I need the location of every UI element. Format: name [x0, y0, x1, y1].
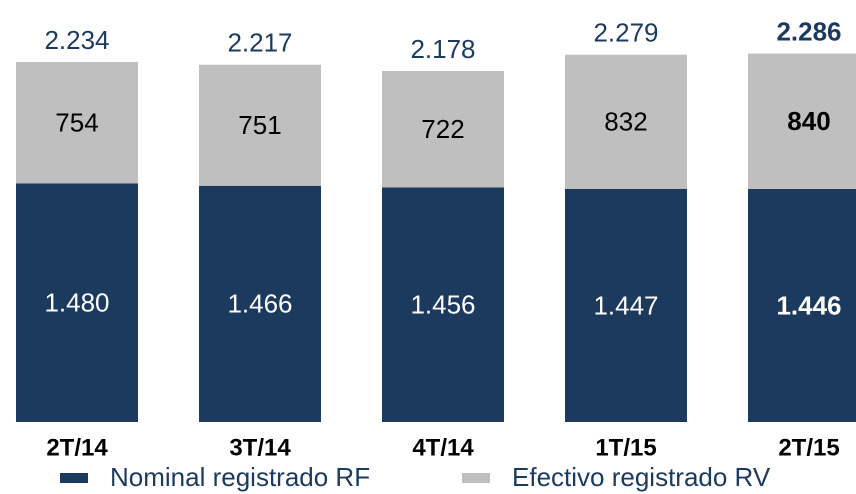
bar-segment	[748, 53, 856, 189]
value-label: 840	[787, 106, 830, 136]
x-tick-label: 4T/14	[412, 434, 474, 461]
legend-label: Nominal registrado RF	[110, 462, 370, 492]
value-label: 754	[55, 108, 98, 138]
x-tick-label: 3T/14	[229, 434, 291, 461]
bar-segment	[199, 64, 321, 186]
value-label: 1.456	[410, 290, 475, 320]
total-label: 2.279	[593, 18, 658, 48]
total-label: 2.178	[410, 34, 475, 64]
bar-segment	[16, 61, 138, 184]
legend-swatch	[462, 473, 490, 483]
total-label: 2.234	[44, 25, 109, 55]
bar-segment	[565, 54, 687, 189]
bar-segment	[199, 185, 321, 422]
bar-segment	[565, 188, 687, 422]
legend-label: Efectivo registrado RV	[512, 462, 771, 492]
x-tick-label: 1T/15	[595, 434, 656, 461]
bar-segment	[16, 183, 138, 422]
bar-segment	[382, 71, 504, 188]
x-tick-label: 2T/14	[46, 434, 108, 461]
value-label: 1.480	[44, 288, 109, 318]
total-label: 2.286	[776, 16, 841, 46]
value-label: 1.446	[776, 290, 841, 320]
value-label: 1.466	[227, 289, 292, 319]
bar-segment	[748, 188, 856, 422]
bar-segment	[382, 187, 504, 422]
total-label: 2.217	[227, 28, 292, 58]
x-tick-label: 2T/15	[778, 434, 839, 461]
value-label: 832	[604, 107, 647, 137]
value-label: 751	[238, 110, 281, 140]
value-label: 722	[421, 114, 464, 144]
legend-swatch	[60, 473, 88, 483]
value-label: 1.447	[593, 290, 658, 320]
